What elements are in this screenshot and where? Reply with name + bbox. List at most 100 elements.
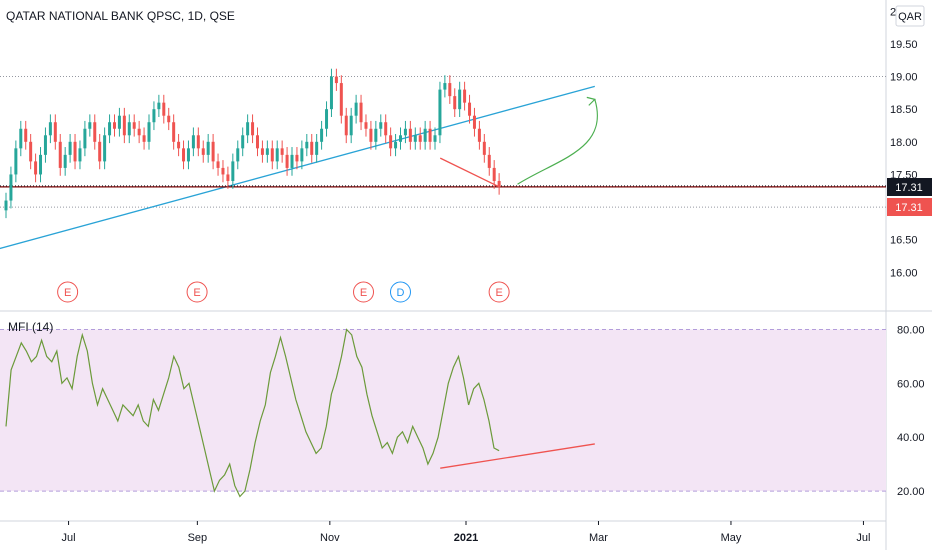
candle-body (463, 89, 467, 103)
candle-body (98, 141, 102, 162)
candles (4, 68, 501, 219)
candle-body (108, 122, 112, 136)
candle-body (191, 135, 195, 149)
mfi-title: MFI (14) (8, 320, 53, 334)
price-tick-label: 19.50 (890, 39, 918, 51)
candle-body (315, 141, 319, 155)
candle-body (394, 141, 398, 149)
candle-body (216, 161, 220, 168)
event-marker-circle[interactable] (389, 281, 411, 303)
candle-body (275, 148, 279, 162)
candle-body (384, 122, 388, 136)
candle-body (280, 148, 284, 155)
event-marker-label[interactable]: E (360, 287, 367, 299)
candle-body (482, 141, 486, 155)
last-price-tag-black (887, 178, 932, 196)
candle-body (83, 128, 87, 149)
time-tick-label: Jul (62, 532, 76, 544)
candle-body (251, 122, 255, 136)
candle-body (300, 148, 304, 162)
price-trendline (0, 85, 595, 250)
candle-body (58, 141, 62, 168)
candle-body (14, 148, 18, 175)
candle-body (147, 122, 151, 142)
candle-body (305, 141, 309, 149)
candle-body (320, 128, 324, 142)
event-marker-circle[interactable] (353, 281, 375, 303)
candle-body (88, 122, 92, 129)
currency-badge-box[interactable] (895, 5, 925, 27)
candle-body (443, 83, 447, 90)
grid-layer (0, 76, 886, 208)
candle-body (310, 141, 314, 155)
event-marker-label[interactable]: E (193, 287, 200, 299)
candle-body (354, 102, 358, 116)
event-marker-circle[interactable] (488, 281, 510, 303)
candle-body (103, 135, 107, 162)
candle-body (221, 167, 225, 175)
price-tick-label: 19.00 (890, 72, 918, 84)
candle-body (270, 148, 274, 162)
time-tick-label: May (721, 532, 742, 544)
time-tick-label: 2021 (454, 532, 478, 544)
candle-body (48, 122, 52, 136)
candle-body (152, 109, 156, 123)
candle-body (24, 128, 28, 142)
candle-body (468, 102, 472, 116)
candle-body (78, 148, 82, 162)
last-price-label-red: 17.31 (895, 202, 923, 214)
candle-body (9, 174, 13, 201)
candle-body (344, 115, 348, 136)
candle-body (112, 122, 116, 129)
event-marker-circle[interactable] (186, 281, 208, 303)
candle-body (34, 161, 38, 175)
price-tick-label: 18.00 (890, 137, 918, 149)
candle-body (157, 102, 161, 110)
event-marker-label[interactable]: E (495, 287, 502, 299)
event-marker-label[interactable]: E (64, 287, 71, 299)
candle-body (206, 141, 210, 155)
candle-body (246, 122, 250, 136)
candle-body (403, 128, 407, 136)
candle-body (236, 148, 240, 162)
currency-badge[interactable]: QAR (898, 11, 922, 23)
candle-body (19, 128, 23, 149)
candle-body (211, 141, 215, 162)
time-tick-label: Nov (320, 532, 340, 544)
candle-body (68, 141, 72, 155)
mfi-tick-label: 80.00 (897, 324, 925, 336)
candle-body (63, 154, 67, 168)
candle-body (127, 122, 131, 136)
candle-body (132, 122, 136, 129)
mfi-tick-label: 20.00 (897, 486, 925, 498)
candle-body (369, 128, 373, 142)
candle-body (374, 128, 378, 142)
candle-body (379, 122, 383, 129)
event-marker-label[interactable]: D (397, 287, 405, 299)
candle-body (285, 154, 289, 168)
candle-body (418, 135, 422, 142)
candle-body (472, 115, 476, 129)
candle-body (196, 135, 200, 149)
candle-body (458, 89, 462, 110)
candle-body (487, 154, 491, 168)
price-tick-label: 16.50 (890, 235, 918, 247)
candle-body (413, 135, 417, 142)
candle-body (53, 122, 57, 142)
candle-body (325, 109, 329, 129)
candle-body (492, 167, 496, 181)
candle-body (334, 76, 338, 84)
candle-body (4, 200, 8, 211)
candle-body (423, 128, 427, 142)
candle-body (329, 76, 333, 110)
candle-body (398, 135, 402, 142)
last-price-tag-red (887, 198, 932, 216)
chart-title: QATAR NATIONAL BANK QPSC, 1D, QSE (6, 9, 235, 23)
candle-body (477, 128, 481, 142)
candle-body (255, 135, 259, 149)
candle-body (226, 174, 230, 181)
candle-body (182, 148, 186, 162)
event-marker-circle[interactable] (57, 281, 79, 303)
candle-body (428, 128, 432, 142)
